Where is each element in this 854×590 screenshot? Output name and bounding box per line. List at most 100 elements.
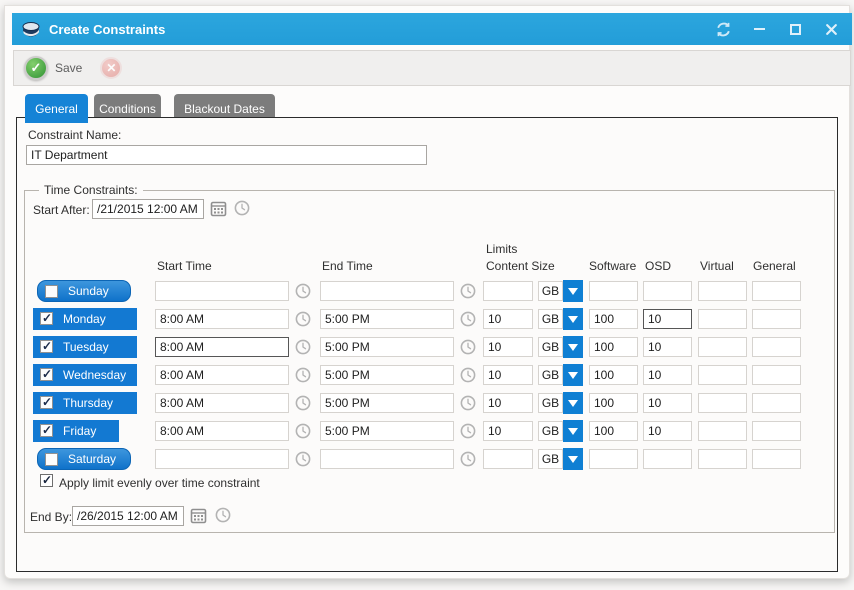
- clock-icon[interactable]: [295, 339, 311, 355]
- day-checkbox[interactable]: [40, 311, 53, 325]
- save-button[interactable]: ✓: [24, 56, 48, 80]
- clock-icon[interactable]: [295, 423, 311, 439]
- osd-input[interactable]: [643, 449, 692, 469]
- general-input[interactable]: [752, 337, 801, 357]
- virtual-input[interactable]: [698, 449, 747, 469]
- osd-input[interactable]: [643, 393, 692, 413]
- virtual-input[interactable]: [698, 365, 747, 385]
- end-by-input[interactable]: [72, 506, 184, 526]
- content-size-input[interactable]: [483, 449, 533, 469]
- general-input[interactable]: [752, 281, 801, 301]
- end-time-input[interactable]: [320, 449, 454, 469]
- osd-input[interactable]: [643, 421, 692, 441]
- content-size-input[interactable]: [483, 281, 533, 301]
- unit-dropdown-icon[interactable]: [563, 280, 583, 302]
- virtual-input[interactable]: [698, 421, 747, 441]
- clock-icon[interactable]: [234, 200, 250, 216]
- content-size-input[interactable]: [483, 393, 533, 413]
- day-checkbox[interactable]: [45, 453, 58, 466]
- day-checkbox[interactable]: [40, 367, 53, 381]
- virtual-input[interactable]: [698, 337, 747, 357]
- content-size-input[interactable]: [483, 421, 533, 441]
- close-icon[interactable]: [816, 17, 846, 41]
- unit-value[interactable]: [538, 365, 563, 385]
- end-time-input[interactable]: [320, 365, 454, 385]
- day-toggle-monday[interactable]: Monday: [33, 308, 137, 330]
- day-checkbox[interactable]: [40, 423, 53, 437]
- software-input[interactable]: [589, 365, 638, 385]
- tab-general[interactable]: General: [25, 94, 88, 123]
- osd-input[interactable]: [643, 337, 692, 357]
- general-input[interactable]: [752, 449, 801, 469]
- clock-icon[interactable]: [460, 451, 476, 467]
- day-toggle-saturday[interactable]: Saturday: [37, 448, 131, 470]
- software-input[interactable]: [589, 393, 638, 413]
- content-size-input[interactable]: [483, 365, 533, 385]
- unit-dropdown-icon[interactable]: [563, 392, 583, 414]
- unit-dropdown-icon[interactable]: [563, 448, 583, 470]
- save-button-label[interactable]: Save: [55, 61, 83, 75]
- virtual-input[interactable]: [698, 309, 747, 329]
- clock-icon[interactable]: [460, 423, 476, 439]
- day-checkbox[interactable]: [40, 395, 53, 409]
- clock-icon[interactable]: [460, 395, 476, 411]
- software-input[interactable]: [589, 309, 638, 329]
- clock-icon[interactable]: [295, 395, 311, 411]
- software-input[interactable]: [589, 449, 638, 469]
- unit-value[interactable]: [538, 309, 563, 329]
- osd-input[interactable]: [643, 281, 692, 301]
- unit-dropdown-icon[interactable]: [563, 308, 583, 330]
- start-time-input[interactable]: [155, 421, 289, 441]
- end-time-input[interactable]: [320, 309, 454, 329]
- unit-dropdown-icon[interactable]: [563, 364, 583, 386]
- end-time-input[interactable]: [320, 281, 454, 301]
- osd-input[interactable]: [643, 365, 692, 385]
- software-input[interactable]: [589, 281, 638, 301]
- virtual-input[interactable]: [698, 393, 747, 413]
- unit-dropdown-icon[interactable]: [563, 420, 583, 442]
- cancel-button[interactable]: ✕: [100, 57, 123, 79]
- calendar-icon[interactable]: [210, 200, 227, 217]
- start-time-input[interactable]: [155, 393, 289, 413]
- content-size-input[interactable]: [483, 309, 533, 329]
- unit-value[interactable]: [538, 393, 563, 413]
- clock-icon[interactable]: [295, 367, 311, 383]
- unit-value[interactable]: [538, 281, 563, 301]
- virtual-input[interactable]: [698, 281, 747, 301]
- start-time-input[interactable]: [155, 281, 289, 301]
- clock-icon[interactable]: [295, 451, 311, 467]
- clock-icon[interactable]: [295, 311, 311, 327]
- unit-value[interactable]: [538, 337, 563, 357]
- clock-icon[interactable]: [460, 367, 476, 383]
- unit-value[interactable]: [538, 449, 563, 469]
- start-time-input[interactable]: [155, 337, 289, 357]
- end-time-input[interactable]: [320, 337, 454, 357]
- day-checkbox[interactable]: [40, 339, 53, 353]
- clock-icon[interactable]: [215, 507, 231, 523]
- general-input[interactable]: [752, 393, 801, 413]
- day-toggle-wednesday[interactable]: Wednesday: [33, 364, 137, 386]
- clock-icon[interactable]: [460, 339, 476, 355]
- osd-input[interactable]: [643, 309, 692, 329]
- constraint-name-input[interactable]: [26, 145, 427, 165]
- software-input[interactable]: [589, 337, 638, 357]
- minimize-icon[interactable]: [744, 17, 774, 41]
- clock-icon[interactable]: [295, 283, 311, 299]
- calendar-icon[interactable]: [190, 507, 207, 524]
- general-input[interactable]: [752, 421, 801, 441]
- maximize-icon[interactable]: [780, 17, 810, 41]
- start-time-input[interactable]: [155, 449, 289, 469]
- start-after-input[interactable]: [92, 199, 204, 219]
- end-time-input[interactable]: [320, 393, 454, 413]
- unit-dropdown-icon[interactable]: [563, 336, 583, 358]
- apply-limit-checkbox[interactable]: [40, 473, 53, 487]
- clock-icon[interactable]: [460, 311, 476, 327]
- general-input[interactable]: [752, 365, 801, 385]
- start-time-input[interactable]: [155, 309, 289, 329]
- refresh-icon[interactable]: [708, 17, 738, 41]
- day-toggle-sunday[interactable]: Sunday: [37, 280, 131, 302]
- start-time-input[interactable]: [155, 365, 289, 385]
- end-time-input[interactable]: [320, 421, 454, 441]
- software-input[interactable]: [589, 421, 638, 441]
- day-toggle-tuesday[interactable]: Tuesday: [33, 336, 137, 358]
